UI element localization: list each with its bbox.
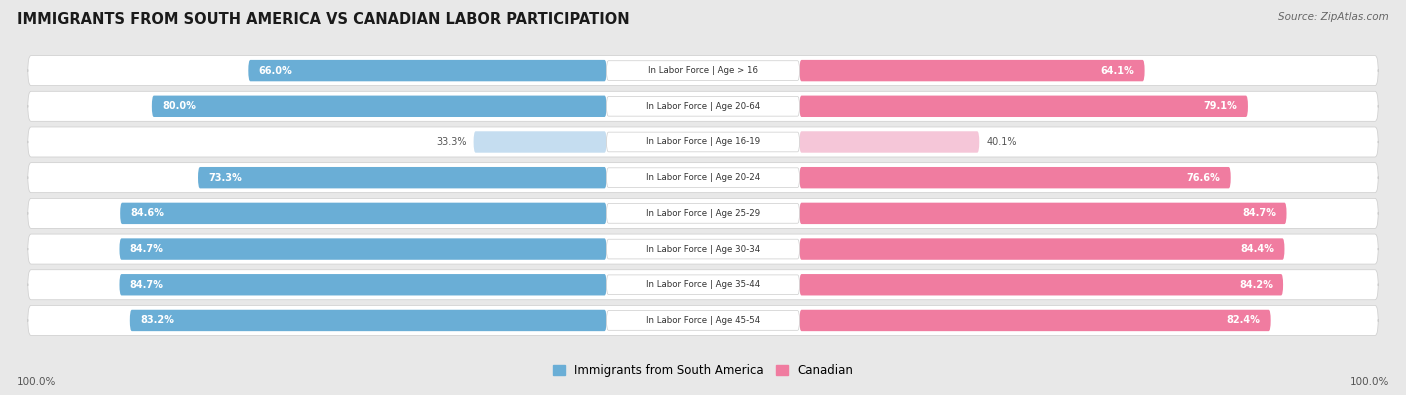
Text: In Labor Force | Age 20-24: In Labor Force | Age 20-24 [645,173,761,182]
Text: 100.0%: 100.0% [17,377,56,387]
Text: 80.0%: 80.0% [162,101,195,111]
Text: In Labor Force | Age 35-44: In Labor Force | Age 35-44 [645,280,761,289]
FancyBboxPatch shape [120,238,606,260]
FancyBboxPatch shape [474,131,606,153]
Legend: Immigrants from South America, Canadian: Immigrants from South America, Canadian [548,360,858,382]
FancyBboxPatch shape [606,168,800,188]
FancyBboxPatch shape [120,274,606,295]
Text: In Labor Force | Age 16-19: In Labor Force | Age 16-19 [645,137,761,147]
FancyBboxPatch shape [198,167,606,188]
FancyBboxPatch shape [120,203,606,224]
FancyBboxPatch shape [249,60,606,81]
FancyBboxPatch shape [28,270,1378,300]
Text: 84.7%: 84.7% [129,280,163,290]
FancyBboxPatch shape [28,198,1378,228]
Text: 33.3%: 33.3% [436,137,467,147]
FancyBboxPatch shape [606,96,800,116]
FancyBboxPatch shape [800,60,1144,81]
FancyBboxPatch shape [152,96,606,117]
Text: 79.1%: 79.1% [1204,101,1237,111]
FancyBboxPatch shape [28,127,1378,157]
FancyBboxPatch shape [129,310,606,331]
Text: 84.7%: 84.7% [129,244,163,254]
Text: 76.6%: 76.6% [1187,173,1220,182]
Text: 73.3%: 73.3% [208,173,242,182]
FancyBboxPatch shape [800,310,1271,331]
Text: In Labor Force | Age 25-29: In Labor Force | Age 25-29 [645,209,761,218]
Text: 82.4%: 82.4% [1226,316,1260,325]
FancyBboxPatch shape [28,56,1378,86]
FancyBboxPatch shape [606,132,800,152]
FancyBboxPatch shape [800,203,1286,224]
Text: 84.2%: 84.2% [1239,280,1272,290]
FancyBboxPatch shape [800,274,1284,295]
Text: 40.1%: 40.1% [986,137,1017,147]
Text: 84.7%: 84.7% [1243,209,1277,218]
Text: IMMIGRANTS FROM SOUTH AMERICA VS CANADIAN LABOR PARTICIPATION: IMMIGRANTS FROM SOUTH AMERICA VS CANADIA… [17,12,630,27]
Text: 66.0%: 66.0% [259,66,292,75]
Text: In Labor Force | Age 20-64: In Labor Force | Age 20-64 [645,102,761,111]
Text: 64.1%: 64.1% [1101,66,1135,75]
FancyBboxPatch shape [800,131,979,153]
Text: 84.4%: 84.4% [1240,244,1274,254]
FancyBboxPatch shape [606,275,800,295]
FancyBboxPatch shape [606,61,800,81]
Text: In Labor Force | Age > 16: In Labor Force | Age > 16 [648,66,758,75]
FancyBboxPatch shape [606,310,800,330]
FancyBboxPatch shape [28,91,1378,121]
Text: In Labor Force | Age 30-34: In Labor Force | Age 30-34 [645,245,761,254]
Text: In Labor Force | Age 45-54: In Labor Force | Age 45-54 [645,316,761,325]
Text: Source: ZipAtlas.com: Source: ZipAtlas.com [1278,12,1389,22]
FancyBboxPatch shape [606,239,800,259]
FancyBboxPatch shape [800,167,1230,188]
FancyBboxPatch shape [28,234,1378,264]
Text: 83.2%: 83.2% [141,316,174,325]
FancyBboxPatch shape [28,305,1378,335]
Text: 100.0%: 100.0% [1350,377,1389,387]
FancyBboxPatch shape [28,163,1378,193]
Text: 84.6%: 84.6% [131,209,165,218]
FancyBboxPatch shape [606,203,800,223]
FancyBboxPatch shape [800,96,1249,117]
FancyBboxPatch shape [800,238,1285,260]
